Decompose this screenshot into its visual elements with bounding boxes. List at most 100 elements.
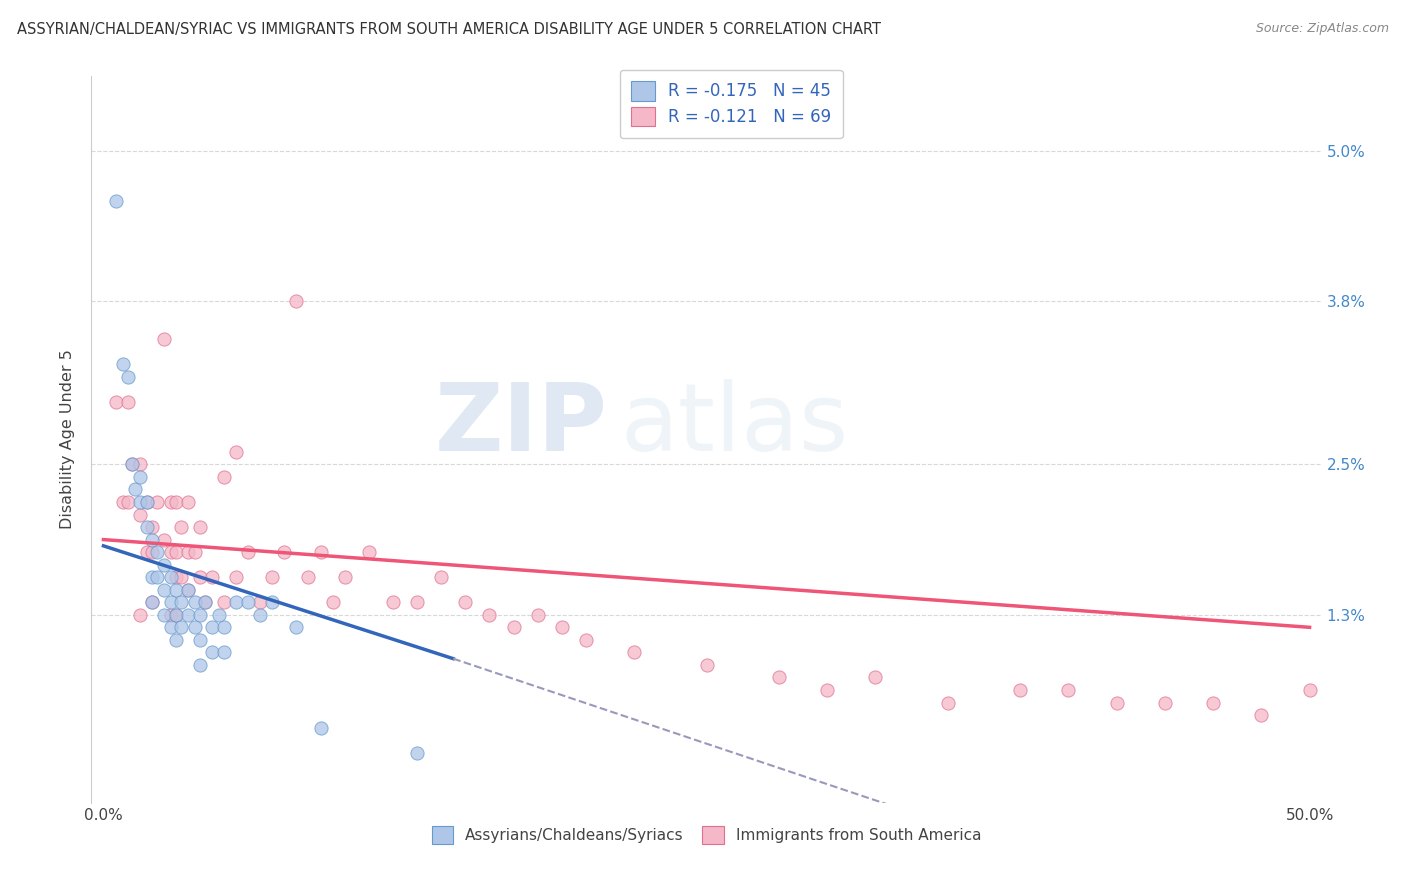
Point	[865, 670, 887, 684]
Point	[165, 495, 187, 509]
Point	[160, 545, 183, 559]
Point	[177, 607, 200, 622]
Point	[152, 533, 174, 547]
Point	[165, 632, 187, 647]
Point	[177, 545, 200, 559]
Text: atlas: atlas	[620, 379, 849, 471]
Point	[225, 570, 247, 584]
Point	[160, 570, 183, 584]
Point	[165, 607, 187, 622]
Point	[212, 645, 235, 659]
Point	[135, 495, 157, 509]
Point	[238, 545, 260, 559]
Point	[117, 369, 139, 384]
Point	[1057, 683, 1080, 698]
Legend: Assyrians/Chaldeans/Syriacs, Immigrants from South America: Assyrians/Chaldeans/Syriacs, Immigrants …	[426, 820, 987, 850]
Point	[121, 458, 143, 472]
Point	[152, 332, 174, 346]
Point	[165, 570, 187, 584]
Point	[145, 545, 167, 559]
Point	[177, 495, 200, 509]
Point	[1202, 696, 1225, 710]
Point	[128, 508, 150, 522]
Point	[152, 558, 174, 572]
Point	[575, 632, 598, 647]
Point	[201, 620, 224, 634]
Point	[124, 483, 146, 497]
Point	[406, 746, 429, 760]
Point	[141, 520, 163, 534]
Point	[623, 645, 645, 659]
Point	[177, 582, 200, 597]
Point	[111, 357, 134, 371]
Point	[160, 595, 183, 609]
Point	[194, 595, 217, 609]
Point	[406, 595, 429, 609]
Point	[212, 620, 235, 634]
Point	[104, 194, 127, 209]
Point	[117, 394, 139, 409]
Point	[141, 595, 163, 609]
Point	[381, 595, 404, 609]
Point	[177, 582, 200, 597]
Point	[212, 470, 235, 484]
Point	[201, 645, 224, 659]
Point	[111, 495, 134, 509]
Point	[1105, 696, 1128, 710]
Point	[135, 545, 157, 559]
Point	[188, 657, 211, 672]
Point	[430, 570, 453, 584]
Point	[1153, 696, 1175, 710]
Point	[262, 570, 284, 584]
Text: ZIP: ZIP	[436, 379, 607, 471]
Point	[184, 545, 207, 559]
Point	[141, 533, 163, 547]
Point	[169, 595, 191, 609]
Point	[135, 495, 157, 509]
Point	[526, 607, 548, 622]
Point	[160, 607, 183, 622]
Point	[285, 294, 308, 309]
Point	[135, 520, 157, 534]
Point	[160, 495, 183, 509]
Point	[212, 595, 235, 609]
Point	[169, 520, 191, 534]
Point	[357, 545, 380, 559]
Point	[454, 595, 477, 609]
Point	[145, 570, 167, 584]
Point	[936, 696, 959, 710]
Point	[145, 495, 167, 509]
Point	[188, 570, 211, 584]
Point	[201, 570, 224, 584]
Point	[194, 595, 217, 609]
Point	[297, 570, 319, 584]
Text: Source: ZipAtlas.com: Source: ZipAtlas.com	[1256, 22, 1389, 36]
Point	[188, 520, 211, 534]
Point	[117, 495, 139, 509]
Point	[165, 545, 187, 559]
Point	[273, 545, 295, 559]
Point	[225, 595, 247, 609]
Point	[1010, 683, 1032, 698]
Point	[768, 670, 790, 684]
Point	[249, 607, 271, 622]
Point	[262, 595, 284, 609]
Text: ASSYRIAN/CHALDEAN/SYRIAC VS IMMIGRANTS FROM SOUTH AMERICA DISABILITY AGE UNDER 5: ASSYRIAN/CHALDEAN/SYRIAC VS IMMIGRANTS F…	[17, 22, 882, 37]
Point	[104, 394, 127, 409]
Point	[238, 595, 260, 609]
Point	[188, 632, 211, 647]
Point	[184, 620, 207, 634]
Point	[309, 545, 332, 559]
Point	[695, 657, 717, 672]
Point	[141, 545, 163, 559]
Point	[165, 582, 187, 597]
Point	[141, 570, 163, 584]
Point	[815, 683, 838, 698]
Point	[141, 595, 163, 609]
Point	[128, 470, 150, 484]
Point	[165, 607, 187, 622]
Point	[169, 620, 191, 634]
Point	[152, 607, 174, 622]
Point	[225, 445, 247, 459]
Y-axis label: Disability Age Under 5: Disability Age Under 5	[60, 350, 76, 529]
